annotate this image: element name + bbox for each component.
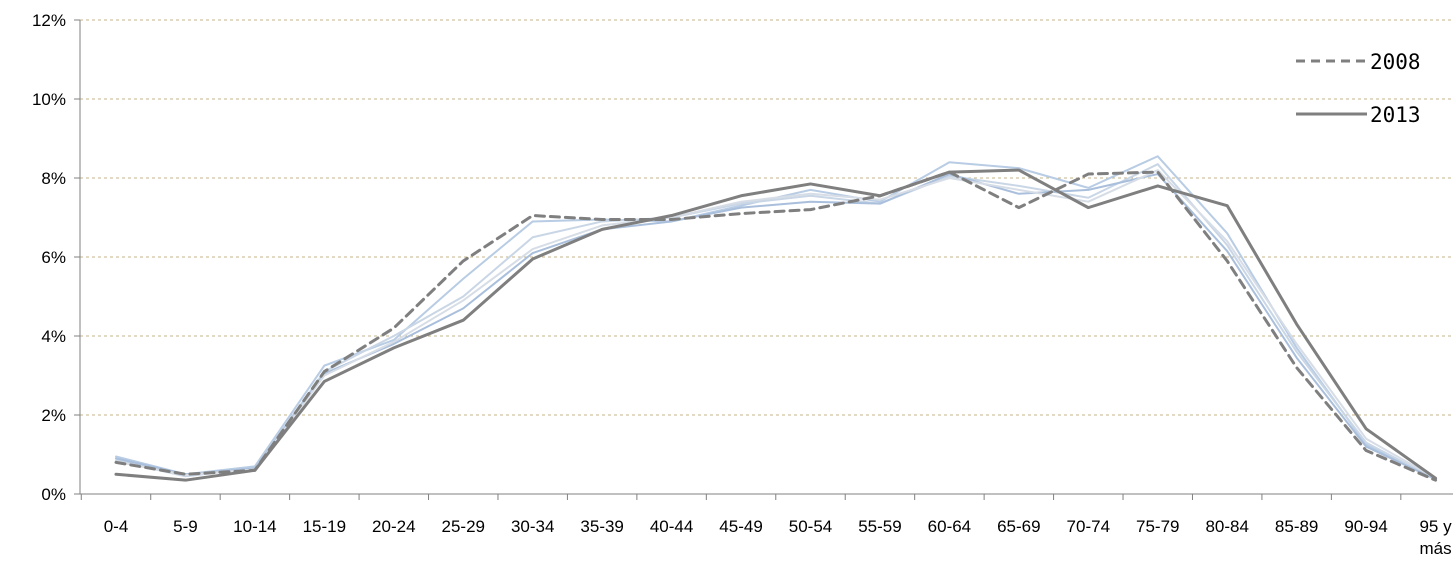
y-tick-label: 0% (41, 485, 66, 504)
x-tick-label: 60-64 (928, 517, 971, 536)
x-tick-label: 35-39 (580, 517, 623, 536)
y-tick-label: 4% (41, 327, 66, 346)
x-tick-label: 40-44 (650, 517, 693, 536)
x-tick-label: 30-34 (511, 517, 554, 536)
axis-layer: 0% 2% 4% 6% 8% 10% 12% 0-4 5-9 10-14 15-19 20-24 25-… (32, 11, 1453, 558)
x-tick-label: 75-79 (1136, 517, 1179, 536)
y-tick-label: 12% (32, 11, 66, 30)
x-tick-label: 45-49 (719, 517, 762, 536)
series-line (116, 170, 1436, 478)
x-tick-label: 85-89 (1275, 517, 1318, 536)
y-tick-label: 8% (41, 169, 66, 188)
x-tick-label: 25-29 (442, 517, 485, 536)
y-tick-label: 6% (41, 248, 66, 267)
x-tick-label: 95 y más (1419, 517, 1452, 558)
x-tick-label: 10-14 (233, 517, 276, 536)
legend-label-2008: 2008 (1370, 50, 1421, 74)
x-tick-label: 90-94 (1344, 517, 1387, 536)
x-tick-label: 50-54 (789, 517, 832, 536)
x-tick-label: 5-9 (173, 517, 198, 536)
x-tick-label: 65-69 (997, 517, 1040, 536)
x-tick-label: 0-4 (104, 517, 129, 536)
legend-label-2013: 2013 (1370, 103, 1421, 127)
grid-layer (80, 20, 1453, 415)
series-line-2013 (116, 170, 1436, 480)
x-tick-label: 55-59 (858, 517, 901, 536)
series-line-2008 (116, 172, 1436, 480)
series-layer (116, 156, 1436, 480)
series-line (116, 174, 1436, 479)
x-tick-label: 70-74 (1067, 517, 1110, 536)
x-tick-label: 80-84 (1205, 517, 1248, 536)
legend: 2008 2013 (1296, 50, 1421, 127)
y-tick-label: 2% (41, 406, 66, 425)
x-tick-label: 15-19 (303, 517, 346, 536)
x-tick-label: 20-24 (372, 517, 415, 536)
y-tick-label: 10% (32, 90, 66, 109)
